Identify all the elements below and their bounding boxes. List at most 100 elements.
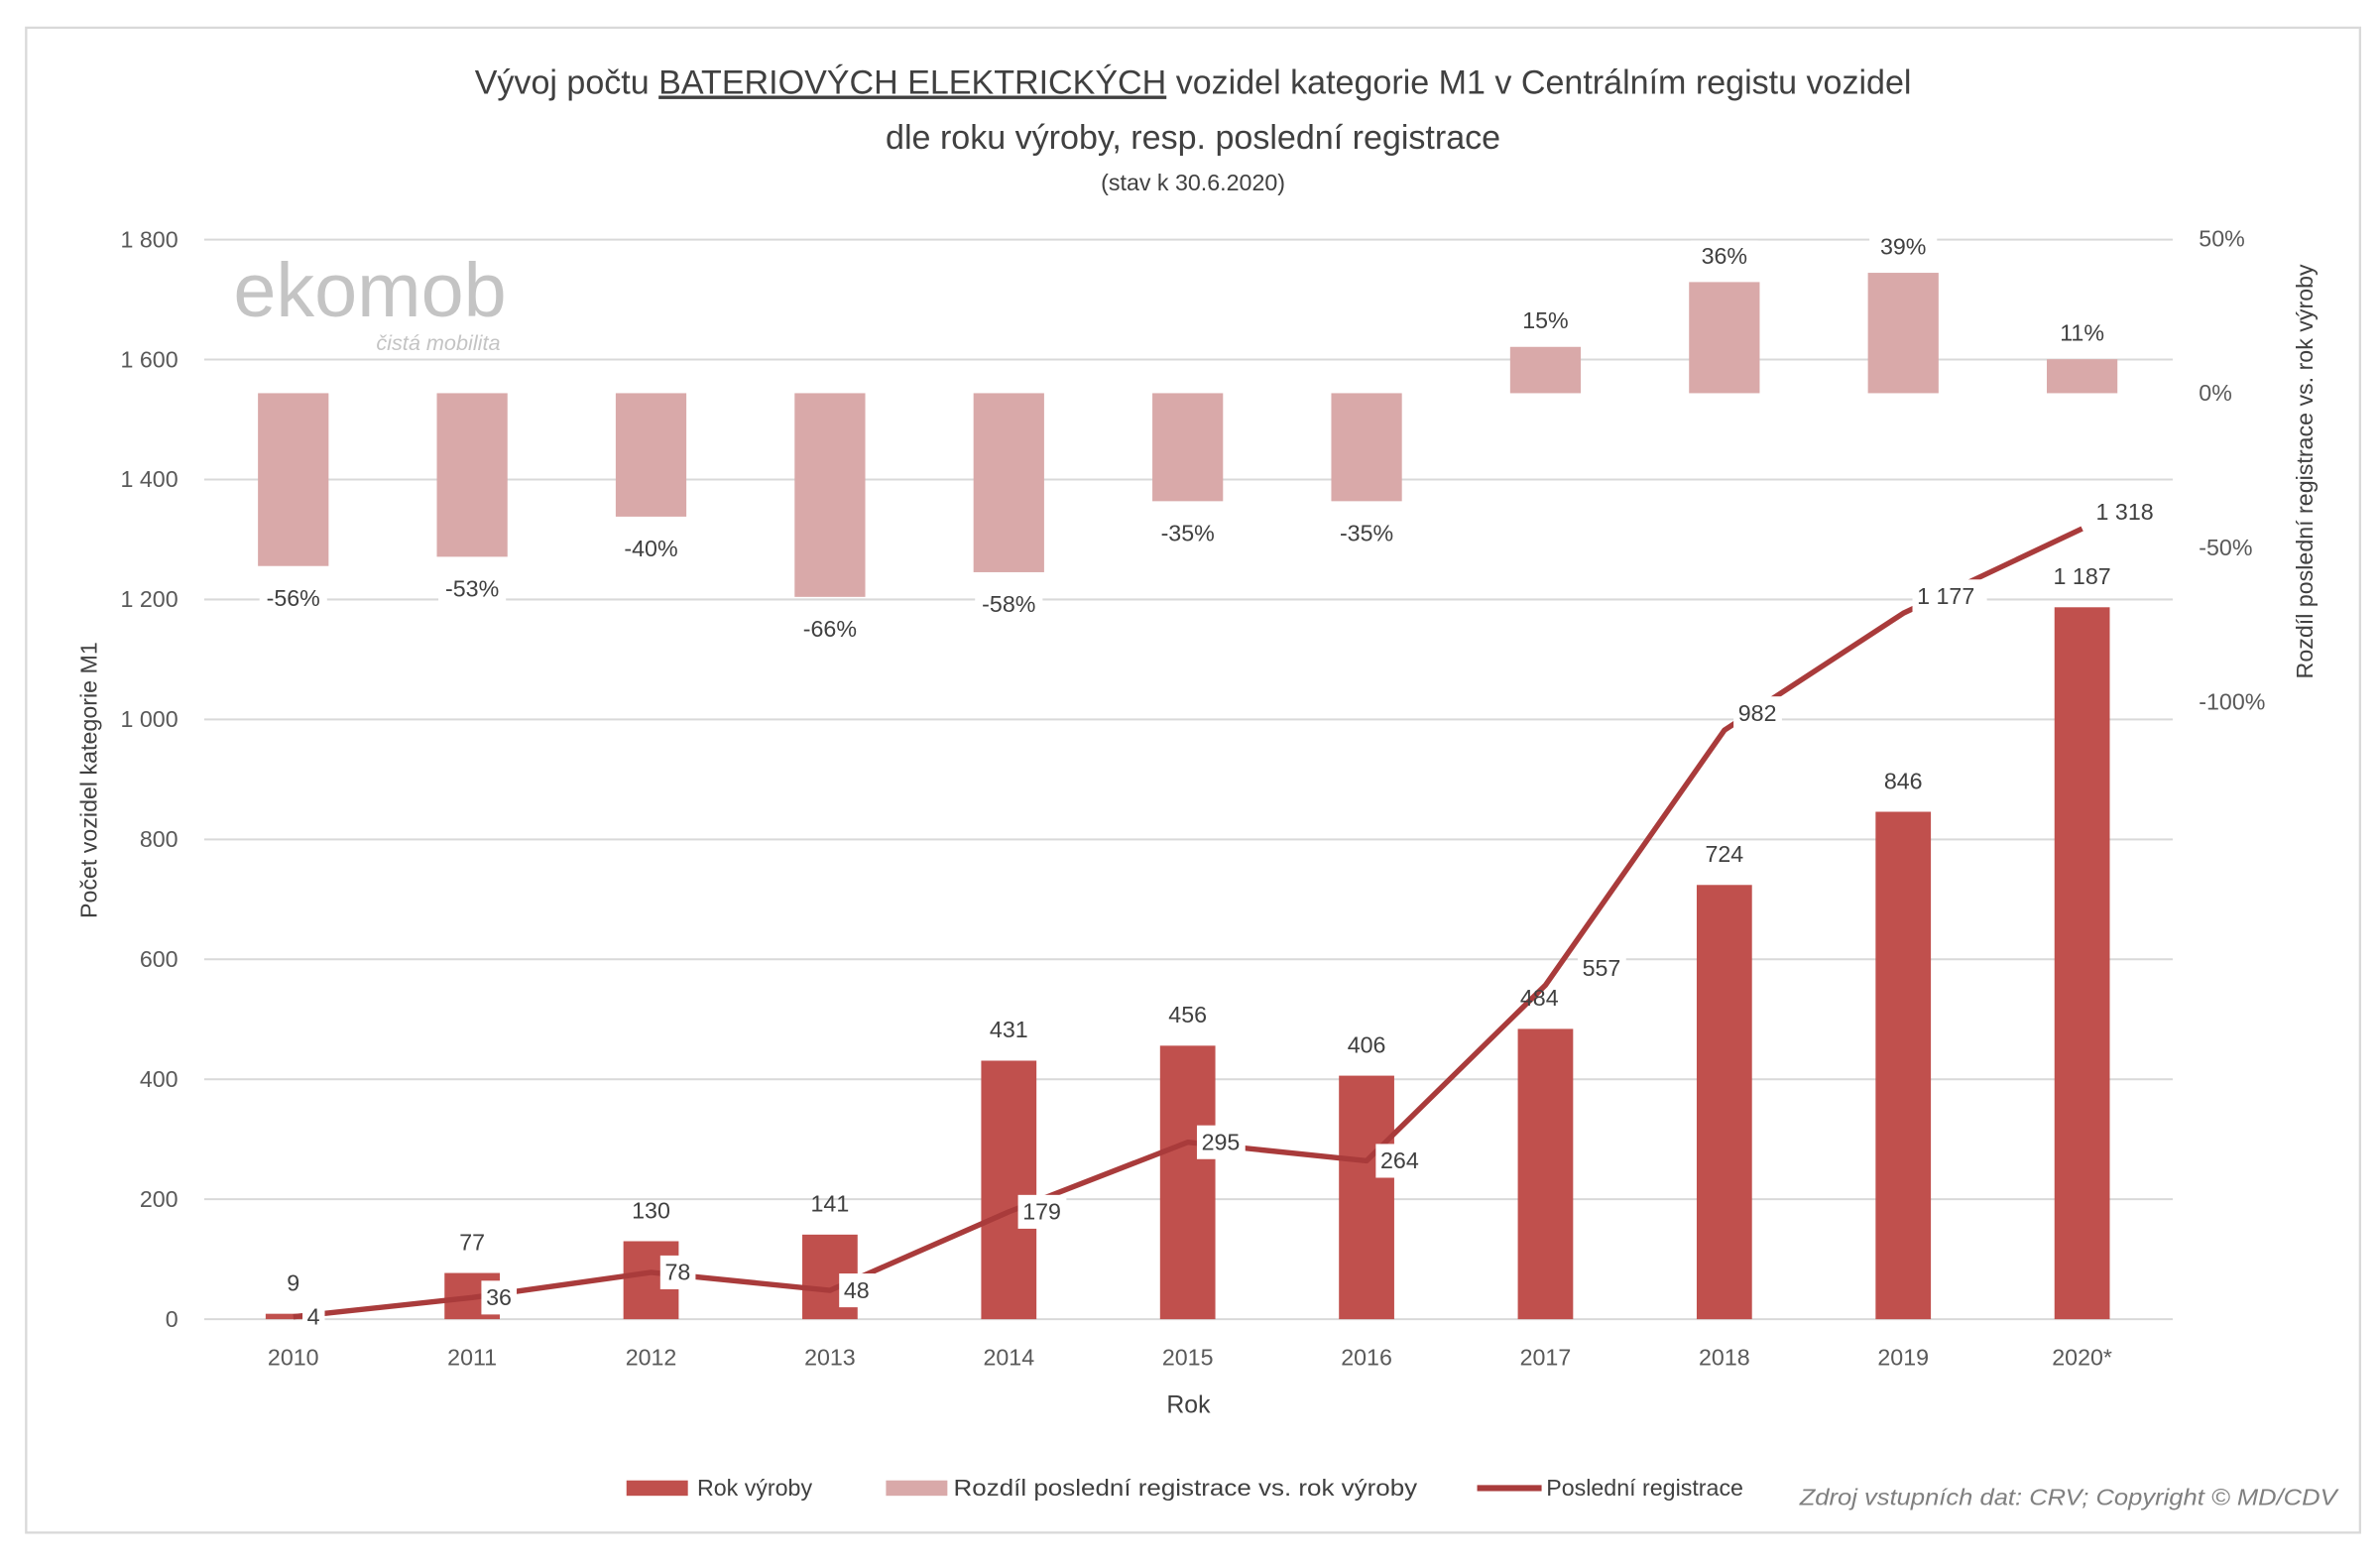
y2-tick-label: 50% xyxy=(2199,226,2244,252)
x-tick-label: 2017 xyxy=(1520,1345,1572,1371)
registration-label-bg xyxy=(1577,951,1626,986)
legend: Rok výroby Rozdíl poslední registrace vs… xyxy=(626,1475,1743,1501)
y-tick-label: 1 400 xyxy=(121,466,178,492)
y2-axis-title: Rozdíl poslední registrace vs. rok výrob… xyxy=(2292,264,2318,678)
production-bar xyxy=(1696,885,1752,1320)
x-tick-label: 2015 xyxy=(1162,1345,1214,1371)
difference-label-bg xyxy=(1690,240,1758,272)
difference-bar xyxy=(794,393,866,597)
production-label: 141 xyxy=(811,1191,850,1217)
chart-subtitle: (stav k 30.6.2020) xyxy=(1101,170,1285,195)
x-axis-title: Rok xyxy=(1166,1392,1211,1419)
difference-label-bg xyxy=(617,533,685,564)
registration-label: 78 xyxy=(664,1260,690,1285)
difference-bar xyxy=(615,393,687,517)
registration-label-bg xyxy=(2090,495,2166,530)
production-label: 1 187 xyxy=(2054,563,2111,589)
difference-label-bg xyxy=(2048,317,2116,349)
difference-label-bg xyxy=(1333,518,1401,549)
difference-bar xyxy=(1689,282,1760,394)
registration-label: 4 xyxy=(307,1303,320,1329)
difference-label: 36% xyxy=(1702,243,1747,269)
registration-label: 295 xyxy=(1202,1129,1241,1154)
production-label: 724 xyxy=(1705,841,1743,867)
difference-label: 39% xyxy=(1880,233,1926,259)
y-tick-label: 1 600 xyxy=(121,346,178,372)
registration-label-bg xyxy=(1017,1194,1067,1229)
difference-bar xyxy=(2047,359,2118,394)
y-tick-label: 1 000 xyxy=(121,706,178,732)
difference-label-bg xyxy=(1153,518,1222,549)
difference-bar xyxy=(258,393,329,566)
registration-label: 36 xyxy=(486,1284,512,1310)
production-bar xyxy=(2054,607,2110,1320)
registration-label: 982 xyxy=(1738,700,1777,726)
difference-label: -56% xyxy=(267,585,320,611)
data-labels: -56% -53% -40% -66% -58% -35% -35% 15% 36% 39% 11%… xyxy=(259,231,2166,1334)
y2-tick-label: -50% xyxy=(2199,535,2252,560)
legend-label-difference: Rozdíl poslední registrace vs. rok výrob… xyxy=(954,1475,1418,1501)
difference-label: -53% xyxy=(445,576,499,602)
difference-label-bg xyxy=(1869,231,1938,263)
production-label: 130 xyxy=(632,1197,670,1223)
production-label: 484 xyxy=(1520,985,1559,1011)
registration-label-bg xyxy=(302,1299,325,1334)
difference-label-bg xyxy=(975,588,1043,620)
difference-bar xyxy=(1331,393,1402,502)
difference-label-bg xyxy=(795,613,864,645)
logo-tagline: čistá mobilita xyxy=(376,330,500,355)
last-registration-line xyxy=(293,526,2083,1320)
difference-label: -58% xyxy=(982,591,1035,617)
production-label: 406 xyxy=(1348,1031,1386,1057)
legend-swatch-production xyxy=(626,1480,688,1497)
gridlines xyxy=(203,238,2173,1321)
logo-wordmark: ekomob xyxy=(233,248,506,333)
registration-label: 557 xyxy=(1583,955,1621,981)
y-tick-label: 600 xyxy=(140,946,178,972)
difference-label: -40% xyxy=(624,536,677,561)
y-tick-label: 0 xyxy=(166,1306,178,1332)
legend-label-registration: Poslední registrace xyxy=(1546,1475,1743,1501)
production-bar xyxy=(1159,1045,1216,1320)
production-bar xyxy=(981,1060,1037,1320)
difference-label: -35% xyxy=(1161,521,1215,546)
x-tick-label: 2018 xyxy=(1699,1345,1750,1371)
registration-line xyxy=(293,526,2083,1320)
difference-label: -35% xyxy=(1340,521,1393,546)
source-note: Zdroj vstupních dat: CRV; Copyright © MD… xyxy=(1799,1484,2340,1509)
production-label: 431 xyxy=(990,1017,1028,1042)
x-axis-ticks: 2010 2011 2012 2013 2014 2015 2016 2017 2018 2019… xyxy=(268,1345,2112,1371)
difference-bars xyxy=(258,273,2118,597)
registration-label: 1 318 xyxy=(2096,499,2154,525)
difference-label: -66% xyxy=(803,616,857,642)
x-tick-label: 2019 xyxy=(1877,1345,1929,1371)
production-bar xyxy=(1875,811,1932,1320)
difference-label-bg xyxy=(1511,304,1580,336)
registration-label-bg xyxy=(659,1255,696,1289)
y-tick-label: 1 200 xyxy=(121,586,178,612)
registration-label-bg xyxy=(1196,1125,1246,1159)
difference-label-bg xyxy=(259,582,327,614)
y2-axis-ticks: 50% 0% -50% -100% xyxy=(2199,226,2265,715)
difference-bar xyxy=(436,393,508,557)
y2-tick-label: -100% xyxy=(2199,688,2265,714)
title-part-1: Vývoj počtu xyxy=(475,64,658,102)
x-tick-label: 2016 xyxy=(1341,1345,1392,1371)
y-tick-label: 800 xyxy=(140,826,178,852)
registration-label: 264 xyxy=(1380,1147,1419,1173)
chart-title: Vývoj počtu BATERIOVÝCH ELEKTRICKÝCH voz… xyxy=(475,64,1912,102)
y-axis-ticks: 0 200 400 600 800 1 000 1 200 1 400 1 600 1 800 xyxy=(121,226,178,1332)
production-bar xyxy=(1339,1075,1394,1320)
y2-tick-label: 0% xyxy=(2199,380,2232,406)
y-axis-title: Počet vozidel kategorie M1 xyxy=(76,642,102,918)
registration-label-bg xyxy=(839,1273,875,1308)
title-part-emph: BATERIOVÝCH ELEKTRICKÝCH xyxy=(658,64,1166,102)
chart-title-line2: dle roku výroby, resp. poslední registra… xyxy=(886,119,1500,157)
registration-label: 179 xyxy=(1022,1199,1061,1225)
production-label: 846 xyxy=(1884,768,1923,793)
x-tick-label: 2011 xyxy=(447,1345,497,1371)
difference-label: 15% xyxy=(1522,307,1568,333)
difference-bar xyxy=(973,393,1044,572)
registration-label: 48 xyxy=(844,1277,870,1303)
